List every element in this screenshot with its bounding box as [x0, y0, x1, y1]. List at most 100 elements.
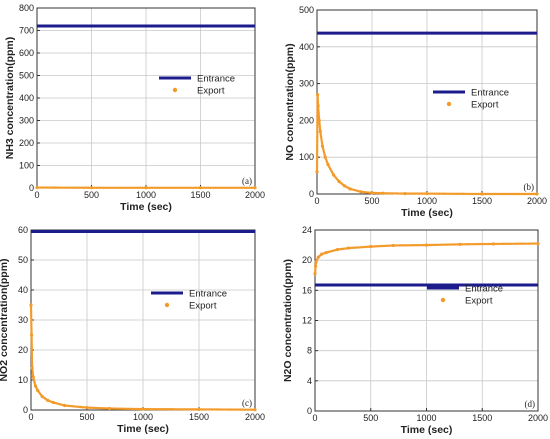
data-point-export — [335, 248, 339, 252]
legend-swatch-export — [446, 101, 452, 107]
data-point-export — [316, 104, 320, 108]
y-tick-label: 20 — [18, 345, 28, 355]
x-tick-label: 1500 — [189, 412, 209, 422]
data-point-export — [337, 179, 341, 184]
legend-entry: Export — [471, 100, 499, 111]
legend-swatch-export — [164, 302, 170, 308]
data-point-export — [381, 191, 385, 195]
data-point-export — [320, 144, 325, 148]
x-tick-label: 1500 — [472, 413, 492, 423]
x-tick-label: 1000 — [417, 196, 437, 206]
x-tick-label: 500 — [79, 412, 94, 422]
data-point-export — [141, 407, 145, 411]
y-axis-label: NO2 concentration(ppm) — [0, 258, 10, 381]
y-tick-label: 10 — [18, 375, 28, 385]
y-tick-label: 0 — [29, 183, 34, 193]
y-tick-label: 0 — [23, 405, 28, 415]
x-tick-label: 0 — [312, 413, 317, 423]
panel-3: 0 500 1000 1500 2000 0 10 20 30 40 50 60 Time (sec) N… — [0, 225, 265, 435]
y-tick-label: 500 — [19, 71, 34, 81]
x-tick-label: 500 — [364, 196, 379, 206]
data-point-export — [535, 192, 539, 196]
x-tick-label: 2000 — [528, 413, 548, 423]
y-tick-label: 4 — [307, 376, 312, 386]
y-tick-label: 700 — [19, 26, 34, 36]
x-tick-label: 0 — [34, 190, 39, 200]
data-point-export — [391, 243, 395, 248]
y-tick-label: 50 — [18, 255, 28, 265]
x-tick-label: 500 — [363, 413, 378, 423]
data-point-export — [316, 255, 320, 259]
x-axis-label: Time (sec) — [117, 423, 169, 435]
data-point-export — [326, 162, 330, 167]
data-point-export — [370, 191, 374, 195]
data-point-export — [342, 184, 347, 188]
y-tick-label: 100 — [19, 161, 34, 171]
y-axis-label: NO concentration(ppm) — [284, 43, 296, 160]
x-axis-label: Time (sec) — [120, 201, 172, 213]
y-tick-label: 0 — [309, 189, 314, 199]
y-axis-label: N2O concentration(ppm) — [282, 259, 294, 382]
data-point-export — [458, 242, 462, 246]
legend-entry: Export — [465, 296, 493, 307]
data-point-export — [89, 186, 94, 190]
y-tick-label: 300 — [19, 116, 34, 126]
data-point-export — [424, 243, 429, 247]
x-tick-label: 500 — [84, 190, 99, 200]
data-point-export — [324, 251, 328, 255]
data-point-export — [30, 366, 34, 370]
data-point-export — [315, 170, 319, 174]
data-point-export — [536, 241, 540, 246]
data-point-export — [425, 192, 429, 196]
legend-entry: Entrance — [197, 74, 235, 85]
data-point-export — [323, 155, 327, 159]
data-point-export — [315, 93, 320, 97]
data-point-export — [197, 407, 201, 411]
y-tick-label: 300 — [299, 79, 314, 89]
data-point-export — [35, 185, 39, 190]
data-point-export — [40, 394, 44, 399]
data-point-export — [198, 186, 203, 190]
legend-entry: Export — [189, 301, 217, 312]
legend-swatch-export — [440, 297, 446, 303]
data-point-export — [314, 260, 318, 264]
y-axis-label: NH3 concentration(ppm) — [4, 37, 16, 160]
legend-entry: Export — [197, 86, 225, 97]
y-tick-label: 600 — [19, 48, 34, 58]
x-tick-label: 1000 — [133, 412, 153, 422]
y-tick-label: 12 — [302, 316, 312, 326]
y-tick-label: 30 — [18, 315, 28, 325]
data-point-export — [85, 406, 89, 410]
panel-label: (c) — [242, 398, 252, 408]
x-axis-label: Time (sec) — [401, 424, 453, 436]
y-tick-label: 800 — [19, 3, 34, 13]
y-tick-label: 400 — [19, 93, 34, 103]
legend-entry: Entrance — [471, 88, 509, 99]
data-point-export — [46, 398, 50, 402]
data-point-export — [31, 375, 35, 379]
x-tick-label: 0 — [28, 412, 33, 422]
y-tick-label: 200 — [299, 115, 314, 125]
data-point-export — [36, 388, 40, 393]
panel-1: 0 500 1000 1500 2000 0 100 200 300 400 500 600 700 80… — [4, 3, 265, 213]
x-tick-label: 1500 — [190, 190, 210, 200]
y-tick-label: 20 — [302, 255, 312, 265]
x-tick-label: 2000 — [245, 412, 265, 422]
data-point-export — [29, 303, 33, 307]
data-point-export — [253, 408, 257, 412]
y-tick-label: 400 — [299, 42, 314, 52]
data-point-export — [348, 187, 352, 191]
data-point-export — [29, 333, 34, 337]
data-point-export — [403, 192, 407, 196]
x-tick-label: 1000 — [416, 413, 436, 423]
y-tick-label: 0 — [307, 406, 312, 416]
data-point-export — [359, 190, 363, 194]
y-tick-label: 200 — [19, 138, 34, 148]
data-point-export — [63, 403, 67, 408]
data-point-export — [107, 406, 111, 411]
data-point-export — [369, 244, 373, 249]
data-point-export — [491, 242, 495, 246]
